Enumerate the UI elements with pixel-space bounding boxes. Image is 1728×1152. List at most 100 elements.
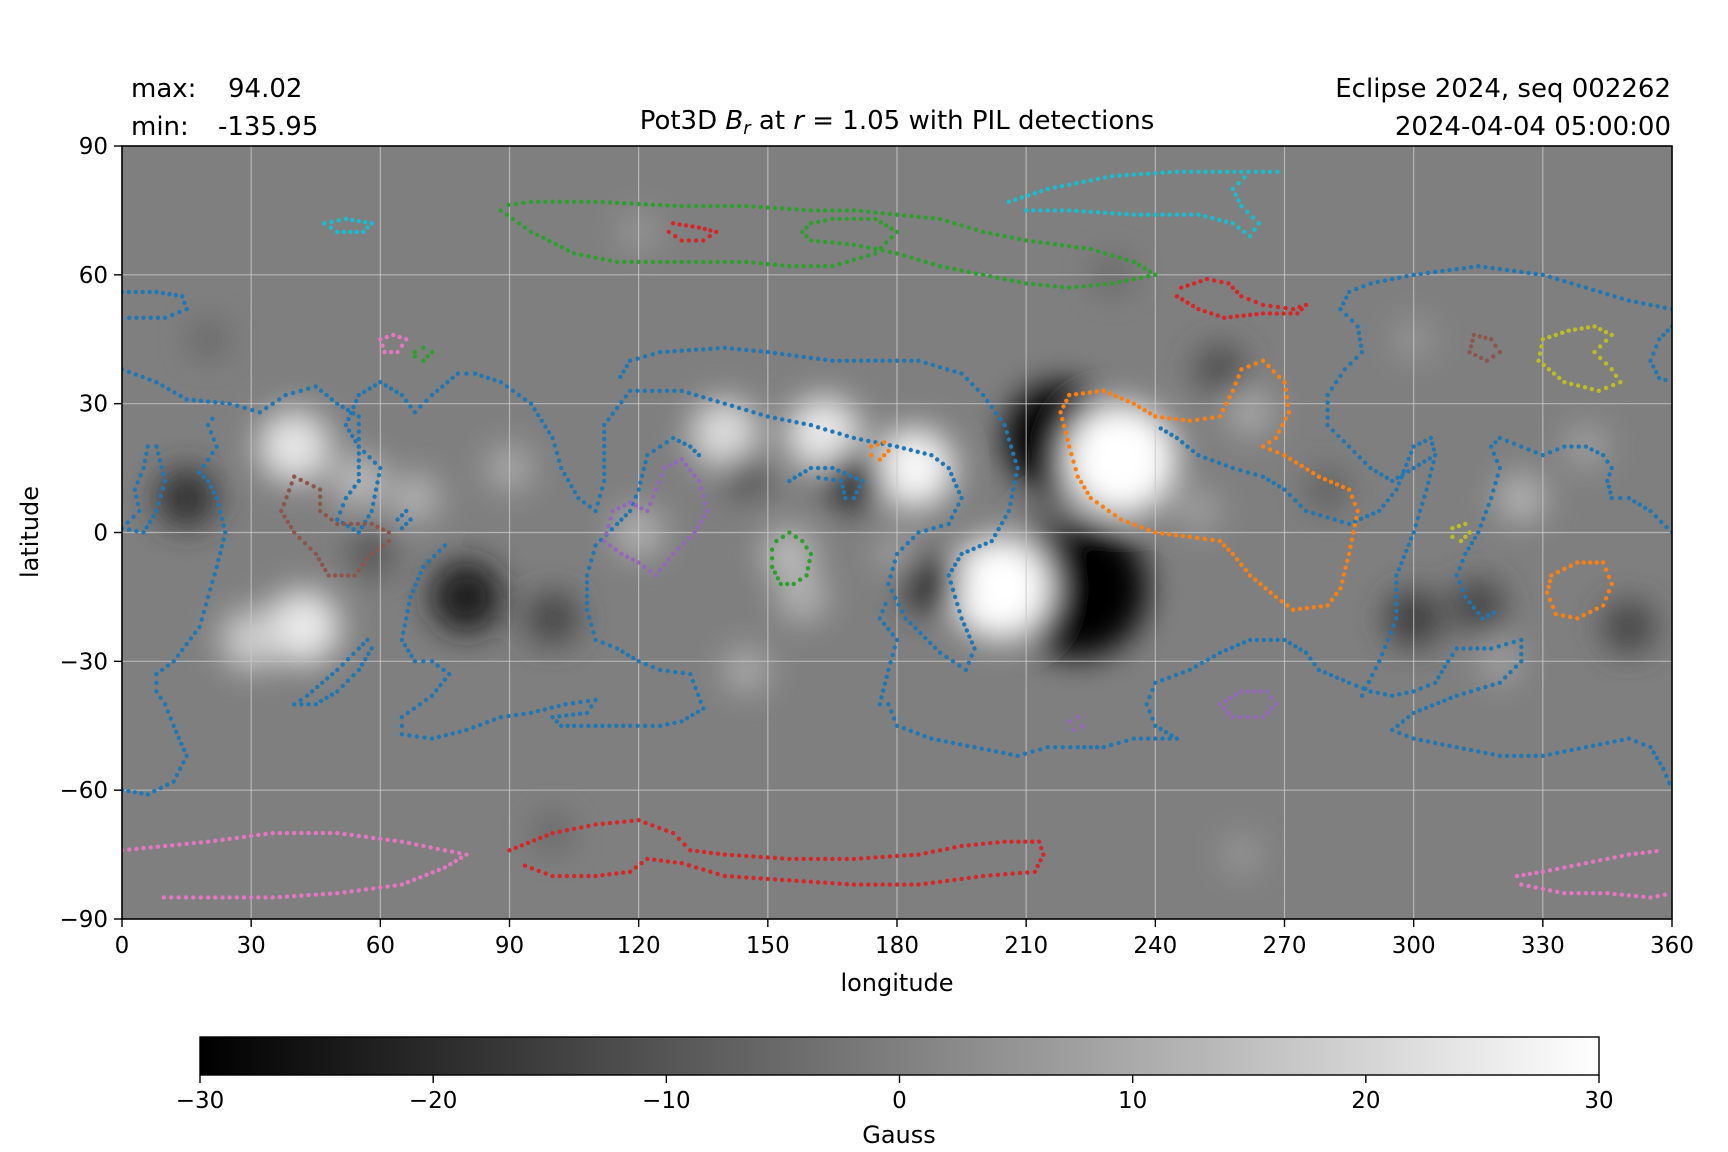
pil-point (1346, 680, 1352, 685)
pil-point (680, 670, 685, 676)
pil-point (585, 698, 591, 704)
pil-point (884, 223, 889, 228)
pil-series (602, 457, 710, 578)
pil-point (1547, 597, 1553, 602)
pil-point (679, 203, 684, 209)
pil-point (205, 399, 211, 404)
pil-point (604, 531, 609, 536)
pil-point (404, 398, 409, 403)
pil-point (587, 565, 592, 571)
pil-point (356, 429, 361, 434)
pil-point (1166, 416, 1172, 421)
pil-point (210, 416, 215, 421)
pil-point (538, 835, 543, 841)
pil-point (1304, 605, 1310, 611)
pil-point (1247, 234, 1253, 239)
pil-point (416, 576, 421, 582)
pil-point (702, 514, 707, 519)
pil-point (367, 386, 372, 391)
pil-point (313, 702, 318, 707)
pil-point (1605, 891, 1610, 896)
pil-point (1222, 706, 1227, 711)
pil-point (808, 856, 814, 862)
pil-point (1425, 270, 1431, 276)
pil-point (980, 272, 986, 277)
pil-point (650, 494, 656, 499)
pil-point (1193, 664, 1199, 669)
pil-point (1131, 401, 1137, 406)
pil-point (1290, 607, 1296, 612)
pil-point (316, 557, 322, 562)
pil-point (1430, 441, 1435, 446)
plot-area (122, 146, 1672, 919)
pil-point (1551, 371, 1557, 376)
pil-point (168, 716, 173, 721)
pil-point (708, 869, 713, 874)
pil-point (1404, 690, 1409, 695)
pil-series (787, 465, 865, 501)
pil-point (1256, 221, 1261, 226)
pil-point (201, 474, 206, 479)
pil-point (356, 530, 361, 535)
field-blob (786, 396, 861, 471)
pil-point (535, 708, 541, 714)
pil-point (313, 551, 318, 557)
pil-point (154, 680, 159, 685)
pil-point (1654, 370, 1659, 375)
pil-point (1666, 780, 1672, 786)
pil-point (657, 388, 662, 393)
pil-point (1250, 215, 1256, 220)
pil-point (1526, 753, 1531, 758)
pil-point (736, 405, 742, 411)
pil-series (1544, 560, 1614, 621)
pil-point (857, 484, 862, 489)
pil-point (1222, 315, 1227, 320)
pil-point (385, 884, 390, 889)
pil-point (909, 358, 914, 363)
pil-point (948, 580, 953, 585)
pil-point (1038, 208, 1043, 213)
pil-point (220, 837, 225, 842)
pil-point (600, 256, 605, 262)
pil-point (563, 702, 568, 707)
pil-point (1555, 447, 1560, 452)
field-blob (777, 572, 828, 622)
pil-point (1230, 465, 1236, 471)
pil-point (823, 465, 828, 471)
pil-point (302, 541, 308, 546)
pil-point (404, 508, 409, 514)
x-tick-label: 360 (1650, 933, 1694, 959)
pil-point (1189, 169, 1194, 174)
pil-point (1023, 238, 1029, 243)
pil-point (326, 573, 331, 578)
pil-point (643, 202, 648, 207)
pil-point (1209, 311, 1214, 316)
pil-point (1468, 344, 1474, 349)
pil-point (559, 723, 564, 728)
pil-point (1173, 416, 1179, 422)
pil-point (1074, 181, 1079, 186)
pil-point (589, 558, 594, 563)
pil-point (950, 659, 956, 664)
pil-point (1598, 327, 1603, 332)
pil-point (1341, 572, 1347, 577)
pil-point (1318, 513, 1323, 518)
pil-point (643, 459, 648, 465)
pil-point (1147, 694, 1152, 700)
pil-point (1150, 716, 1155, 721)
pil-point (340, 662, 345, 667)
pil-point (355, 521, 361, 527)
pil-point (349, 832, 354, 838)
pil-point (584, 710, 590, 716)
pil-point (1016, 236, 1022, 242)
pil-point (1541, 362, 1546, 368)
y-tick-label: 0 (93, 521, 108, 547)
pil-point (593, 255, 598, 260)
pil-point (830, 264, 835, 269)
pil-point (346, 428, 352, 433)
pil-point (1406, 715, 1411, 720)
pil-point (1433, 680, 1438, 685)
header-right-line1: Eclipse 2024, seq 002262 (1335, 74, 1671, 104)
pil-point (298, 697, 303, 703)
pil-point (1095, 745, 1100, 750)
